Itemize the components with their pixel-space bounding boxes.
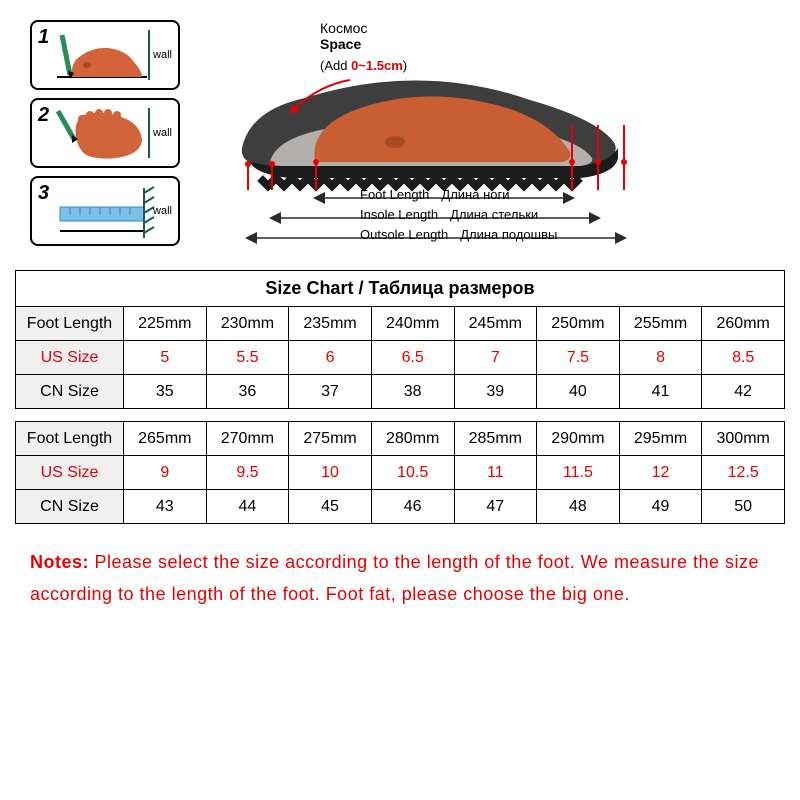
measurement-steps: 1 wall 2: [30, 20, 180, 246]
cell: 50: [702, 490, 785, 524]
wall-label: wall: [153, 127, 172, 139]
us-size-label: US Size: [16, 456, 124, 490]
foot-length-ru: Длина ноги: [441, 185, 509, 205]
cell: 46: [371, 490, 454, 524]
cell: 48: [537, 490, 620, 524]
cell: 225mm: [124, 307, 207, 341]
notes-prefix: Notes:: [30, 552, 95, 572]
cell: 47: [454, 490, 537, 524]
cell: 39: [454, 375, 537, 409]
cell: 36: [206, 375, 289, 409]
cell: 43: [124, 490, 207, 524]
step-2: 2 wall: [30, 98, 180, 168]
table-row: CN Size 43 44 45 46 47 48 49 50: [16, 490, 785, 524]
cell: 9.5: [206, 456, 289, 490]
cell: 8: [619, 341, 702, 375]
us-size-label: US Size: [16, 341, 124, 375]
cell: 49: [619, 490, 702, 524]
cell: 6: [289, 341, 372, 375]
cell: 235mm: [289, 307, 372, 341]
notes-body: Please select the size according to the …: [30, 552, 759, 604]
cell: 260mm: [702, 307, 785, 341]
cell: 7: [454, 341, 537, 375]
shoe-length-diagram: Космос Space (Add 0~1.5cm): [220, 20, 650, 260]
cell: 41: [619, 375, 702, 409]
step1-foot-icon: [52, 27, 162, 87]
cell: 300mm: [702, 422, 785, 456]
cell: 12.5: [702, 456, 785, 490]
foot-length-label: Foot Length: [16, 307, 124, 341]
cell: 230mm: [206, 307, 289, 341]
foot-length-label: Foot Length: [16, 422, 124, 456]
cell: 245mm: [454, 307, 537, 341]
wall-label: wall: [153, 205, 172, 217]
length-labels: Foot Length Длина ноги Insole Length Длина…: [360, 185, 557, 245]
cell: 45: [289, 490, 372, 524]
step-number: 3: [38, 182, 49, 205]
cell: 275mm: [289, 422, 372, 456]
cell: 295mm: [619, 422, 702, 456]
cell: 270mm: [206, 422, 289, 456]
cell: 40: [537, 375, 620, 409]
notes-text: Notes: Please select the size according …: [0, 536, 800, 610]
wall-label: wall: [153, 49, 172, 61]
cell: 5: [124, 341, 207, 375]
cell: 255mm: [619, 307, 702, 341]
size-table-1: Size Chart / Таблица размеров Foot Lengt…: [15, 270, 785, 409]
cell: 285mm: [454, 422, 537, 456]
cell: 8.5: [702, 341, 785, 375]
step-3: 3 wall: [30, 176, 180, 246]
step-1: 1 wall: [30, 20, 180, 90]
table-row: US Size 5 5.5 6 6.5 7 7.5 8 8.5: [16, 341, 785, 375]
table-title: Size Chart / Таблица размеров: [16, 271, 785, 307]
top-diagrams-row: 1 wall 2: [0, 0, 800, 270]
cell: 44: [206, 490, 289, 524]
foot-length-en: Foot Length: [360, 185, 429, 205]
cell: 290mm: [537, 422, 620, 456]
table-row: Foot Length 265mm 270mm 275mm 280mm 285m…: [16, 422, 785, 456]
cn-size-label: CN Size: [16, 375, 124, 409]
space-label-en: Space: [320, 36, 367, 52]
cell: 12: [619, 456, 702, 490]
cell: 11: [454, 456, 537, 490]
cell: 42: [702, 375, 785, 409]
cell: 5.5: [206, 341, 289, 375]
table-row: US Size 9 9.5 10 10.5 11 11.5 12 12.5: [16, 456, 785, 490]
step2-foot-icon: [52, 105, 162, 165]
cell: 38: [371, 375, 454, 409]
cell: 10.5: [371, 456, 454, 490]
cell: 7.5: [537, 341, 620, 375]
insole-ru: Длина стельки: [450, 205, 538, 225]
space-label: Космос Space: [320, 20, 367, 52]
table-row: CN Size 35 36 37 38 39 40 41 42: [16, 375, 785, 409]
cn-size-label: CN Size: [16, 490, 124, 524]
table-row: Foot Length 225mm 230mm 235mm 240mm 245m…: [16, 307, 785, 341]
cell: 265mm: [124, 422, 207, 456]
cell: 6.5: [371, 341, 454, 375]
cell: 9: [124, 456, 207, 490]
cell: 37: [289, 375, 372, 409]
cell: 11.5: [537, 456, 620, 490]
size-tables: Size Chart / Таблица размеров Foot Lengt…: [0, 270, 800, 524]
cell: 240mm: [371, 307, 454, 341]
insole-en: Insole Length: [360, 205, 438, 225]
step-number: 1: [38, 26, 49, 49]
outsole-ru: Длина подошвы: [460, 225, 557, 245]
cell: 250mm: [537, 307, 620, 341]
cell: 280mm: [371, 422, 454, 456]
cell: 10: [289, 456, 372, 490]
size-table-2: Foot Length 265mm 270mm 275mm 280mm 285m…: [15, 421, 785, 524]
cell: 35: [124, 375, 207, 409]
step-number: 2: [38, 104, 49, 127]
kosmos-label: Космос: [320, 20, 367, 36]
outsole-en: Outsole Length: [360, 225, 448, 245]
